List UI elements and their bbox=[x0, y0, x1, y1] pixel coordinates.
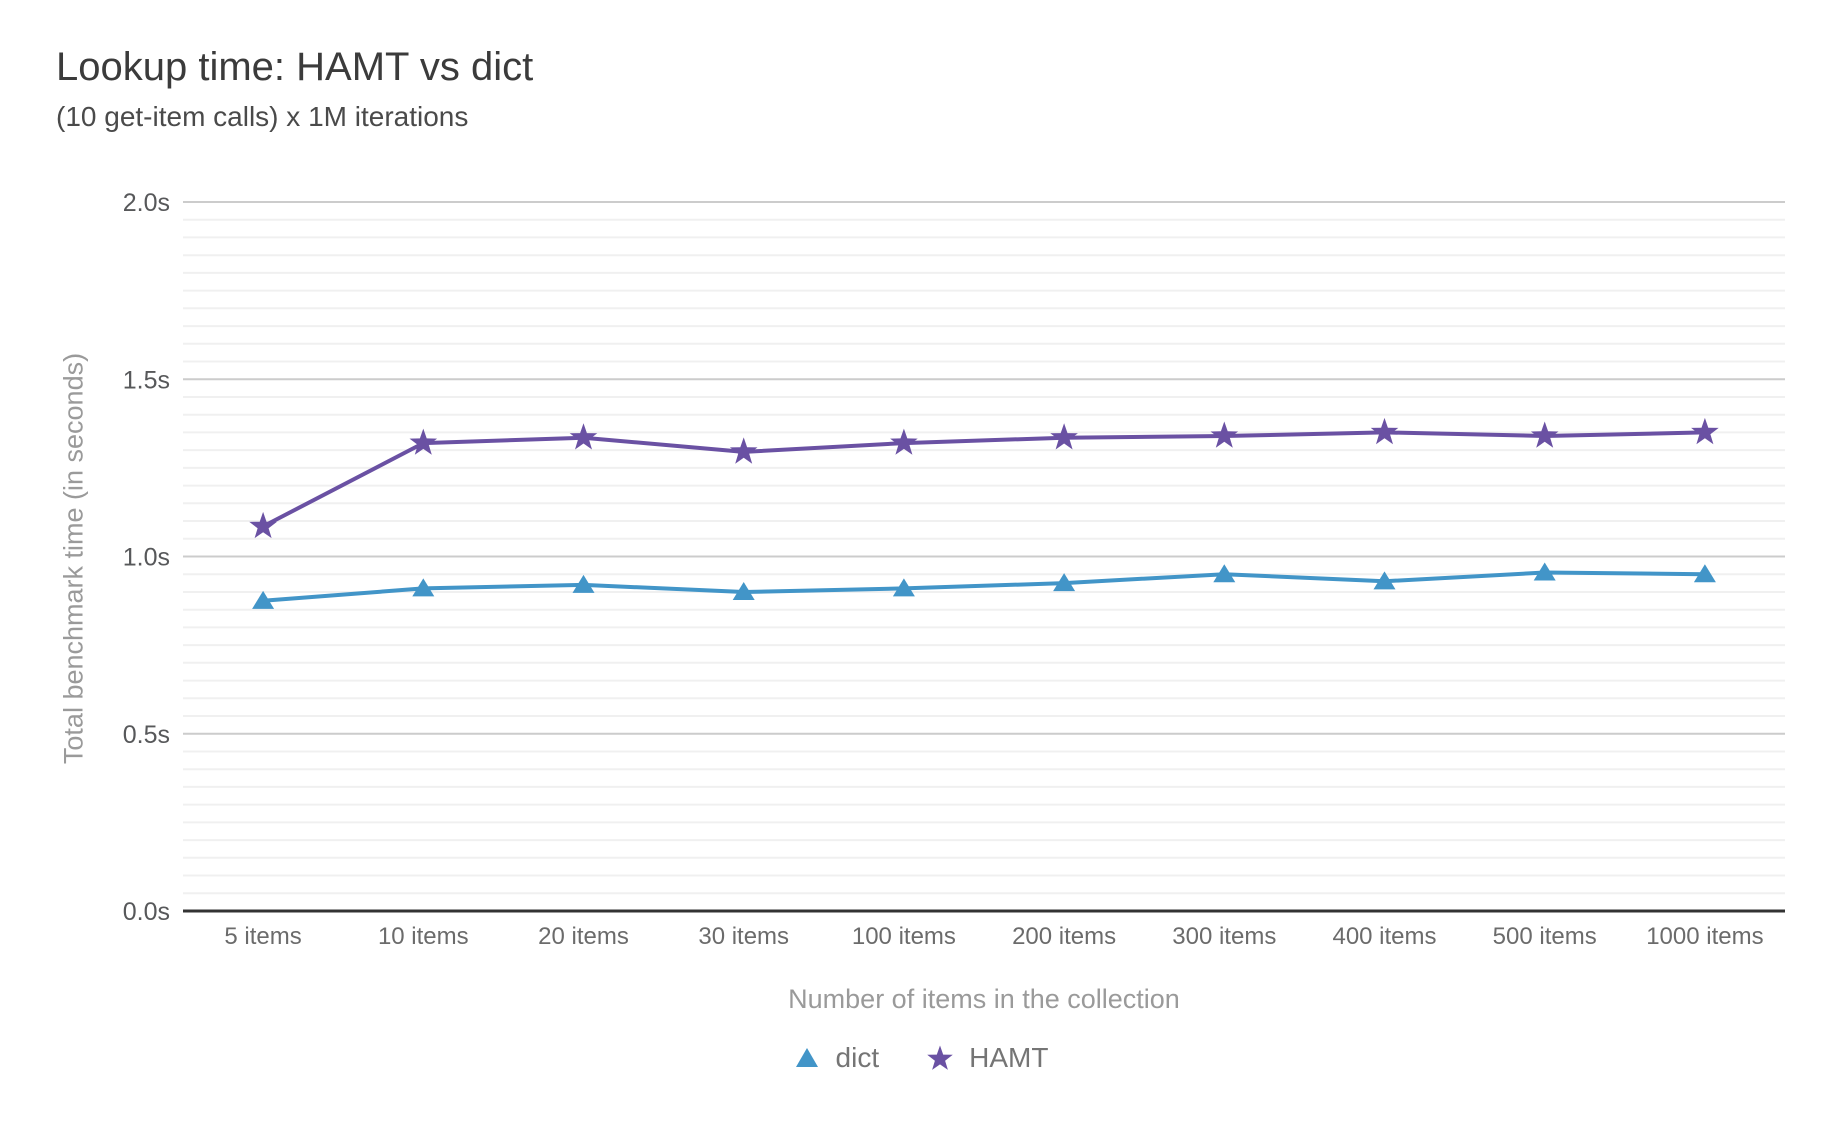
data-point-dict-1000-items[interactable] bbox=[1693, 564, 1716, 583]
data-point-dict-500-items[interactable] bbox=[1533, 562, 1556, 581]
legend-label: HAMT bbox=[969, 1042, 1049, 1073]
data-point-HAMT-200-items[interactable] bbox=[1050, 423, 1078, 450]
x-tick-label: 20 items bbox=[538, 923, 629, 950]
y-tick-label: 1.0s bbox=[123, 544, 170, 572]
data-point-dict-400-items[interactable] bbox=[1373, 571, 1396, 590]
data-point-HAMT-500-items[interactable] bbox=[1530, 421, 1559, 448]
data-point-HAMT-10-items[interactable] bbox=[409, 428, 438, 455]
triangle-icon bbox=[795, 1048, 818, 1067]
data-point-HAMT-400-items[interactable] bbox=[1370, 417, 1399, 445]
star-glyph bbox=[927, 1045, 953, 1070]
data-point-dict-300-items[interactable] bbox=[1213, 564, 1236, 583]
series-line-dict bbox=[261, 570, 1707, 603]
x-tick-label: 10 items bbox=[378, 923, 469, 950]
chart-subtitle: (10 get-item calls) x 1M iterations bbox=[56, 101, 469, 132]
x-tick-label: 200 items bbox=[1012, 923, 1116, 950]
legend-item-dict: dict bbox=[792, 1042, 880, 1074]
y-axis-title: Total benchmark time (in seconds) bbox=[58, 352, 89, 765]
star-icon bbox=[927, 1045, 953, 1070]
data-point-dict-5-items[interactable] bbox=[252, 590, 275, 609]
data-point-HAMT-5-items[interactable] bbox=[249, 511, 277, 539]
data-point-dict-20-items[interactable] bbox=[572, 574, 595, 593]
x-tick-label: 5 items bbox=[224, 923, 301, 950]
series-line-HAMT bbox=[261, 430, 1707, 529]
x-tick-label: 500 items bbox=[1493, 923, 1597, 950]
y-tick-label: 2.0s bbox=[123, 189, 170, 217]
data-point-HAMT-100-items[interactable] bbox=[890, 428, 918, 455]
data-point-HAMT-20-items[interactable] bbox=[569, 423, 598, 450]
x-tick-label: 300 items bbox=[1172, 923, 1276, 950]
chart-legend: dict HAMT bbox=[0, 1042, 1840, 1074]
y-tick-label: 0.5s bbox=[123, 721, 170, 749]
x-tick-label: 100 items bbox=[852, 923, 956, 950]
x-tick-label: 1000 items bbox=[1646, 923, 1763, 950]
triangle-glyph bbox=[795, 1048, 818, 1067]
legend-label: dict bbox=[835, 1042, 880, 1073]
data-point-dict-30-items[interactable] bbox=[732, 581, 755, 600]
data-point-HAMT-1000-items[interactable] bbox=[1691, 417, 1719, 445]
data-point-HAMT-300-items[interactable] bbox=[1210, 421, 1239, 448]
x-tick-label: 400 items bbox=[1332, 923, 1436, 950]
chart-title: Lookup time: HAMT vs dict bbox=[56, 45, 534, 89]
data-point-dict-10-items[interactable] bbox=[412, 578, 435, 597]
x-tick-label: 30 items bbox=[698, 923, 789, 950]
legend-item-HAMT: HAMT bbox=[925, 1042, 1048, 1074]
data-point-HAMT-30-items[interactable] bbox=[729, 437, 758, 464]
y-tick-label: 1.5s bbox=[123, 366, 170, 394]
data-point-dict-200-items[interactable] bbox=[1053, 573, 1076, 592]
data-point-dict-100-items[interactable] bbox=[892, 578, 915, 597]
y-tick-label: 0.0s bbox=[123, 898, 170, 926]
x-axis-title: Number of items in the collection bbox=[788, 984, 1180, 1014]
